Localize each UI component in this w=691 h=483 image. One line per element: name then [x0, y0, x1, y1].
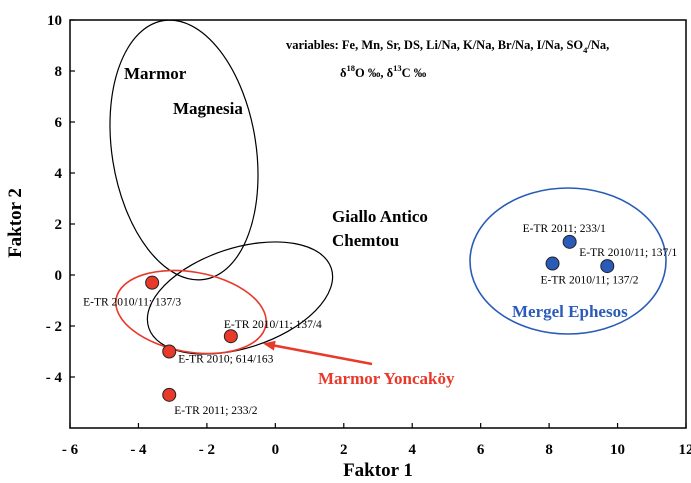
y-axis-title: Faktor 2	[5, 188, 26, 258]
data-point	[162, 387, 177, 402]
marmor-yoncakoy-ellipse	[115, 269, 267, 355]
variables-note: variables: Fe, Mn, Sr, DS, Li/Na, K/Na, …	[286, 38, 609, 55]
x-tick-label: 8	[545, 442, 553, 458]
marmor-yoncakoy-label: Marmor Yoncaköy	[318, 369, 455, 388]
giallo-antico-label-1: Giallo Antico	[332, 207, 428, 226]
x-tick-label: - 4	[130, 442, 147, 458]
point-label: E-TR 2011; 233/2	[174, 405, 258, 417]
y-tick-label: - 4	[46, 370, 63, 386]
y-tick-label: 2	[55, 217, 63, 233]
data-point	[600, 259, 615, 274]
x-tick-label: 2	[340, 442, 348, 458]
data-point	[162, 344, 177, 359]
data-points: E-TR 2010/11; 137/3 E-TR 2010/11; 137/4 E-…	[83, 223, 677, 417]
point-label: E-TR 2011; 233/1	[523, 223, 607, 235]
y-tick-label: 8	[55, 64, 63, 80]
x-tick-label: - 2	[199, 442, 215, 458]
point-label: E-TR 2010/11; 137/2	[541, 275, 639, 287]
y-tick-label: 0	[55, 268, 63, 284]
x-axis-ticks: - 6 - 4 - 2 0 2 4 6 8 10 12	[62, 423, 691, 458]
x-tick-label: 12	[679, 442, 691, 458]
x-tick-label: 4	[408, 442, 416, 458]
x-tick-label: 10	[610, 442, 625, 458]
yoncakoy-arrow	[263, 340, 373, 366]
x-tick-label: 6	[477, 442, 485, 458]
x-axis-title: Faktor 1	[343, 460, 413, 481]
marmor-magnesia-label-2: Magnesia	[173, 99, 243, 118]
y-tick-label: - 2	[46, 319, 62, 335]
data-point	[145, 275, 160, 290]
point-label: E-TR 2010/11; 137/1	[579, 247, 677, 259]
data-point	[545, 256, 560, 271]
data-point	[562, 234, 577, 249]
x-tick-label: - 6	[62, 442, 79, 458]
y-tick-label: 6	[55, 115, 63, 131]
point-label: E-TR 2010; 614/163	[178, 354, 273, 366]
y-axis-ticks: - 4 - 2 0 2 4 6 8 10	[46, 13, 75, 386]
giallo-antico-label-2: Chemtou	[332, 231, 399, 250]
mergel-ephesos-label: Mergel Ephesos	[512, 302, 628, 321]
variables-note-isotopes: δ18O ‰, δ13C ‰	[340, 63, 427, 80]
data-point	[223, 329, 238, 344]
point-label: E-TR 2010/11; 137/4	[224, 319, 322, 331]
mergel-ephesos-ellipse	[469, 187, 667, 335]
x-tick-label: 0	[272, 442, 280, 458]
y-tick-label: 4	[55, 166, 63, 182]
point-label: E-TR 2010/11; 137/3	[83, 297, 181, 309]
marmor-magnesia-ellipse	[109, 19, 259, 281]
marmor-magnesia-label-1: Marmor	[124, 64, 187, 83]
y-tick-label: 10	[47, 13, 62, 29]
giallo-antico-chemtou-ellipse	[146, 241, 334, 355]
